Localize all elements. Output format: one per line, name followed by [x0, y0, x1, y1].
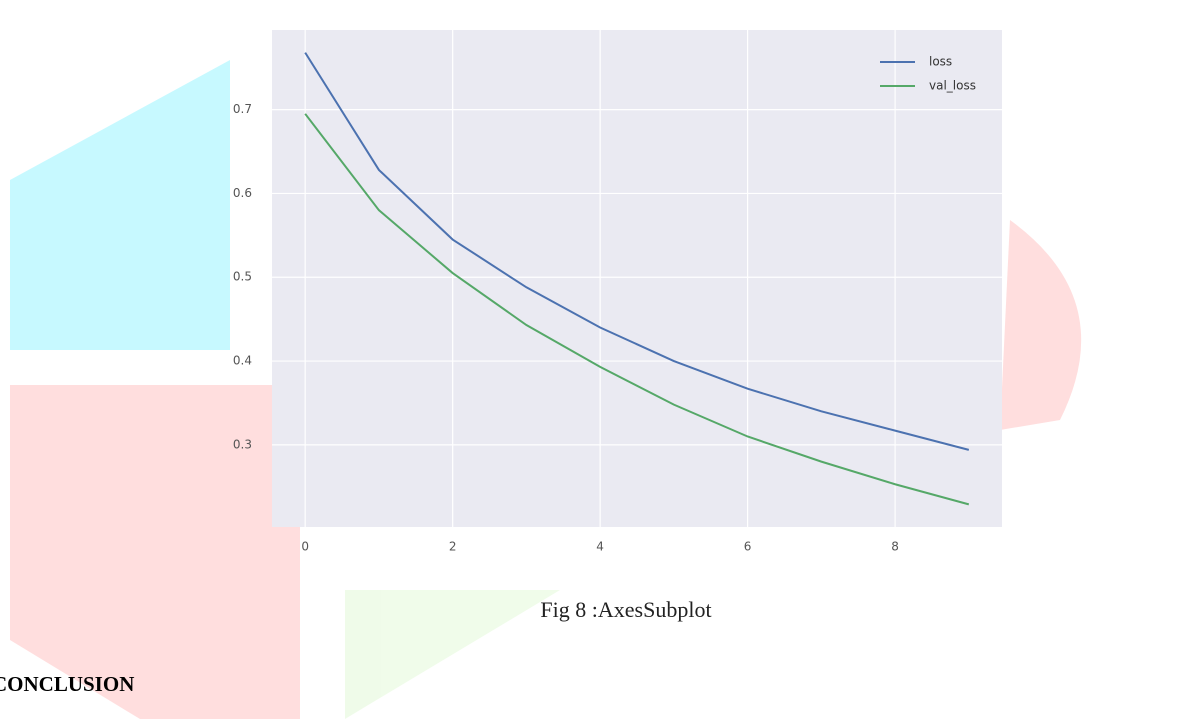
y-tick-label: 0.6	[233, 186, 252, 200]
y-tick-label: 0.7	[233, 102, 252, 116]
plot-area	[272, 30, 1002, 527]
x-tick-label: 4	[596, 540, 604, 554]
legend-label: val_loss	[929, 79, 976, 93]
x-tick-label: 2	[449, 540, 457, 554]
data-line	[304, 52, 970, 451]
legend-label: loss	[929, 55, 952, 69]
section-heading: CONCLUSION	[0, 672, 134, 696]
x-tick-label: 8	[891, 540, 899, 554]
chart: 0.3 0.4 0.5 0.6 0.7 0 2 4 6 8 loss val_loss	[233, 30, 1002, 554]
y-tick-label: 0.4	[233, 354, 252, 368]
x-tick-label: 0	[301, 540, 309, 554]
y-tick-label: 0.3	[233, 437, 252, 451]
watermark	[10, 60, 1082, 719]
x-tick-label: 6	[744, 540, 752, 554]
figure-caption: Fig 8 :AxesSubplot	[540, 597, 711, 622]
y-tick-label: 0.5	[233, 270, 252, 284]
data-line	[304, 113, 970, 506]
